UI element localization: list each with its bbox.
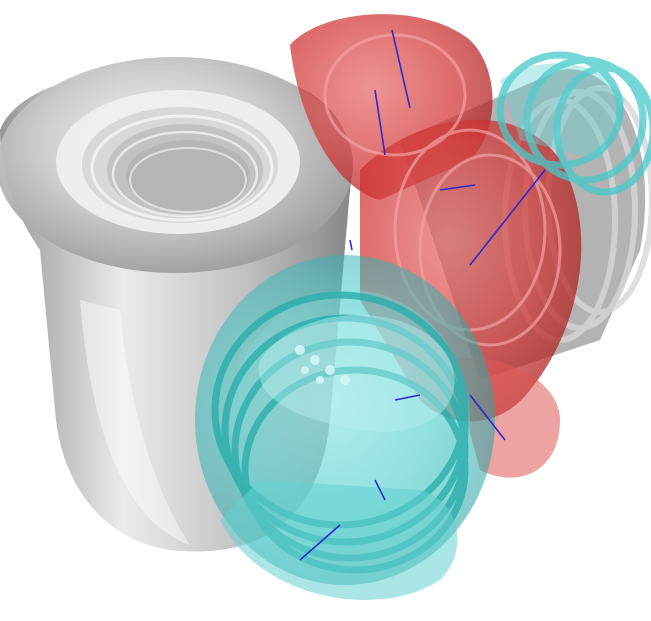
cyan-front-fitting	[195, 255, 495, 600]
axis-lines	[299, 29, 546, 561]
gray-elbow-body	[0, 57, 353, 552]
cyan-threaded-pipe-top	[496, 51, 651, 196]
